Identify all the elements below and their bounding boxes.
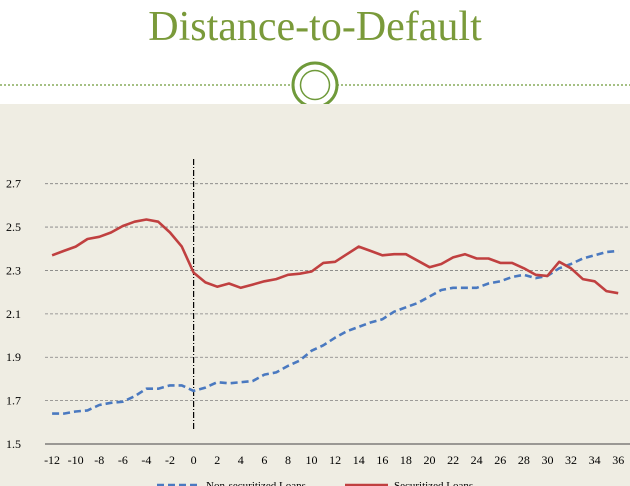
x-tick-label: 18 [400, 453, 412, 467]
x-tick-label: 26 [494, 453, 506, 467]
x-tick-label: 0 [191, 453, 197, 467]
legend-label-securitized: Securitized Loans [394, 480, 473, 486]
x-tick-label: 10 [306, 453, 318, 467]
x-tick-label: 12 [329, 453, 341, 467]
legend-label-nonsecuritized: Non-securitized Loans [206, 480, 306, 486]
x-tick-label: 30 [541, 453, 553, 467]
y-tick-label: 1.5 [6, 437, 21, 451]
double-circle-ornament-icon [291, 61, 339, 108]
x-tick-label: 14 [353, 453, 365, 467]
x-tick-label: 36 [612, 453, 624, 467]
x-tick-label: -2 [165, 453, 175, 467]
x-tick-label: 32 [565, 453, 577, 467]
x-tick-label: 28 [518, 453, 530, 467]
x-tick-label: -10 [68, 453, 84, 467]
y-tick-label: 2.5 [6, 220, 21, 234]
x-tick-label: 16 [376, 453, 388, 467]
x-tick-label: -4 [141, 453, 151, 467]
x-tick-label: 6 [261, 453, 267, 467]
series-line-securitized [51, 218, 619, 295]
x-tick-label: 20 [423, 453, 435, 467]
x-tick-label: 2 [214, 453, 220, 467]
y-tick-label: 2.7 [6, 177, 21, 191]
y-tick-label: 2.1 [6, 307, 21, 321]
chart-area: 1.5 1.7 1.9 2.1 2.3 2.5 2.7 -12 -10 -8 -6 -4 -2 0 2 4 6 8… [0, 104, 630, 486]
x-tick-label: -12 [44, 453, 60, 467]
x-tick-label: 4 [238, 453, 244, 467]
series-line-nonsecuritized [52, 249, 619, 415]
x-tick-label: 22 [447, 453, 459, 467]
x-tick-label: -6 [118, 453, 128, 467]
x-tick-label: 8 [285, 453, 291, 467]
line-chart: 1.51.71.92.12.32.52.7-12 -10 -8 -6 -4 -2 0 2 4 6 8… [6, 159, 630, 486]
y-tick-label: 1.9 [6, 350, 21, 364]
y-tick-label: 1.7 [6, 394, 21, 408]
x-tick-label: 34 [589, 453, 601, 467]
slide-title: Distance-to-Default [148, 4, 482, 50]
x-tick-label: 24 [471, 453, 483, 467]
x-tick-label: -8 [94, 453, 104, 467]
title-divider [0, 61, 630, 108]
y-tick-label: 2.3 [6, 263, 21, 277]
